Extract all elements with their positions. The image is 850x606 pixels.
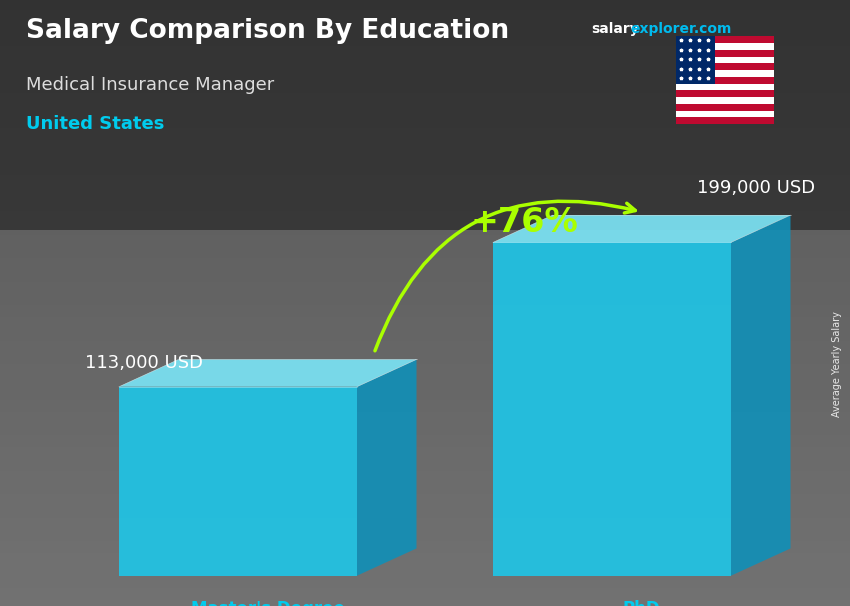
Text: salary: salary (591, 22, 638, 36)
Bar (676, 56, 774, 64)
Bar (676, 104, 774, 111)
Text: Master's Degree: Master's Degree (190, 600, 345, 606)
Bar (676, 64, 774, 70)
Polygon shape (731, 215, 790, 576)
Bar (676, 43, 774, 50)
Bar (676, 70, 774, 77)
Text: 113,000 USD: 113,000 USD (85, 353, 203, 371)
Bar (676, 84, 774, 90)
Bar (676, 77, 774, 84)
Text: Medical Insurance Manager: Medical Insurance Manager (26, 76, 274, 94)
Text: Average Yearly Salary: Average Yearly Salary (832, 311, 842, 416)
Bar (676, 90, 774, 97)
Bar (676, 36, 715, 84)
Polygon shape (493, 242, 731, 576)
Polygon shape (357, 359, 416, 576)
Bar (676, 97, 774, 104)
Bar (0, 230, 850, 606)
Text: +76%: +76% (471, 205, 579, 239)
Text: Salary Comparison By Education: Salary Comparison By Education (26, 18, 508, 44)
Bar (676, 36, 774, 43)
Bar (676, 111, 774, 118)
Text: PhD: PhD (623, 600, 660, 606)
Text: United States: United States (26, 115, 164, 133)
Polygon shape (493, 215, 790, 242)
Bar (676, 50, 774, 56)
Text: 199,000 USD: 199,000 USD (697, 179, 815, 197)
Polygon shape (119, 387, 357, 576)
Bar (676, 118, 774, 124)
Text: explorer.com: explorer.com (631, 22, 732, 36)
Bar (0, 0, 850, 230)
FancyArrowPatch shape (375, 201, 635, 351)
Polygon shape (119, 359, 416, 387)
